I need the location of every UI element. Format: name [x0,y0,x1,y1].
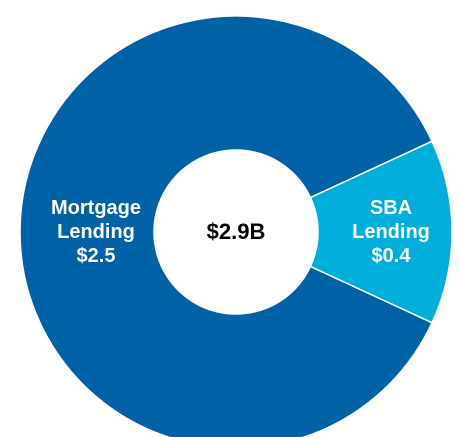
slice-label: Mortgage Lending $2.5 [51,196,141,268]
value-label: $0.4 [371,245,411,267]
slice-label: SBA Lending $0.4 [352,196,430,268]
value-label: $2.5 [76,245,116,267]
category-label: SBA Lending [352,197,430,243]
center-label: $2.9B [206,219,266,244]
donut-hole [154,150,318,314]
category-label: Mortgage Lending [51,197,141,243]
